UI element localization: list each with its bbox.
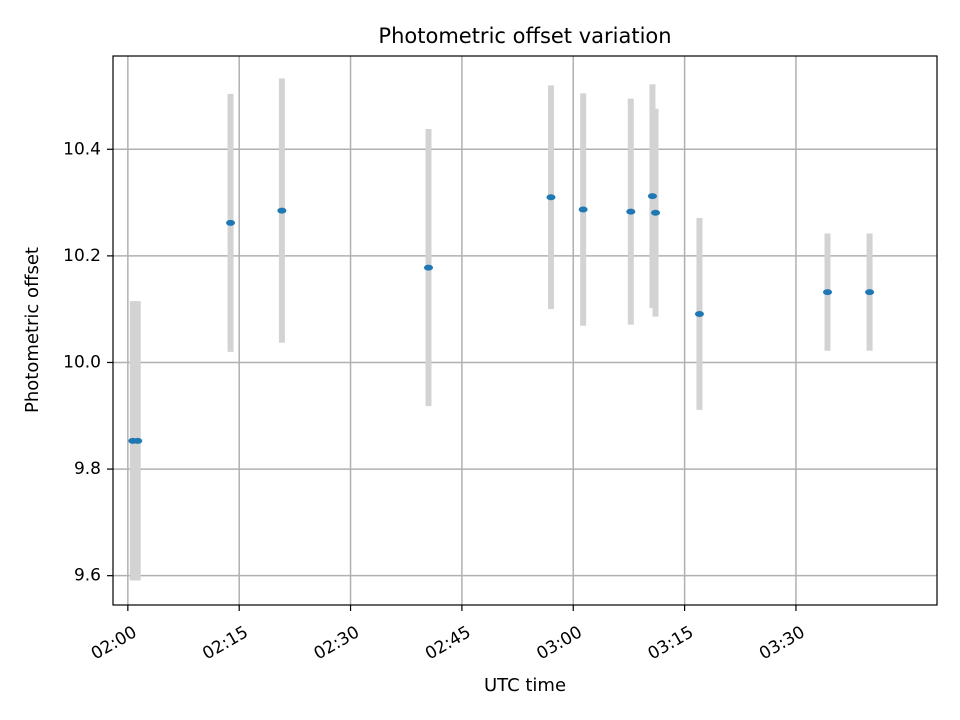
y-axis-ticks: 9.6 9.8 10.0 10.2 10.4 xyxy=(63,139,113,586)
y-tick-label: 10.2 xyxy=(63,246,101,266)
data-point xyxy=(647,193,657,200)
data-point xyxy=(423,264,433,271)
data-point xyxy=(578,206,588,213)
grid xyxy=(113,56,937,605)
plot-frame xyxy=(112,55,938,606)
y-tick-label: 10.0 xyxy=(63,352,101,372)
y-tick-label: 9.6 xyxy=(74,566,101,586)
y-axis-label: Photometric offset xyxy=(22,247,43,413)
data-point xyxy=(694,310,704,317)
data-points xyxy=(128,193,875,444)
data-point xyxy=(626,208,636,215)
y-tick-label: 9.8 xyxy=(74,459,101,479)
data-point xyxy=(226,219,236,226)
data-point xyxy=(823,289,833,296)
data-point xyxy=(865,289,875,296)
y-tick-label: 10.4 xyxy=(63,139,101,159)
data-point xyxy=(277,207,287,214)
data-point xyxy=(133,437,143,444)
data-point xyxy=(546,194,556,201)
chart-title: Photometric offset variation xyxy=(378,24,671,48)
data-point xyxy=(651,209,661,216)
plot-area xyxy=(113,56,937,605)
x-axis-label: UTC time xyxy=(484,675,566,696)
